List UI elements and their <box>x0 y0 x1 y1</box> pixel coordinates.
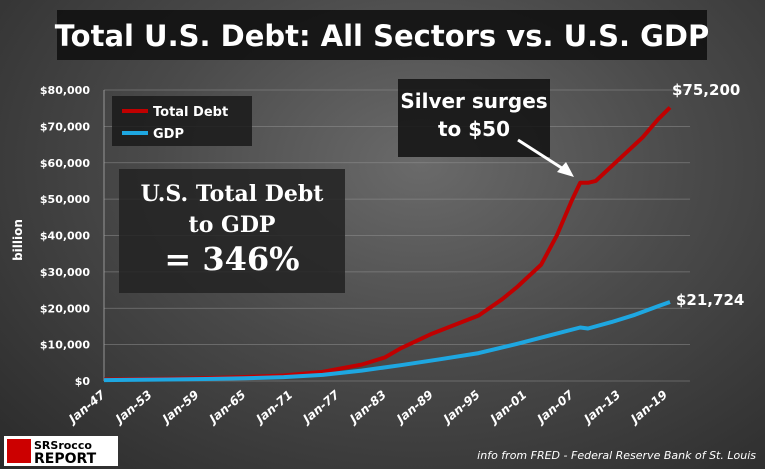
y-axis-label: billion <box>11 219 25 261</box>
x-tick-label: Jan-19 <box>627 388 670 428</box>
logo-text: REPORT <box>34 451 97 467</box>
legend-label: Total Debt <box>153 105 228 120</box>
silver-annotation: Silver surges <box>400 89 547 113</box>
arrow-shaft <box>517 138 569 174</box>
x-tick-label: Jan-95 <box>439 388 482 428</box>
y-tick-label: $30,000 <box>40 266 90 279</box>
x-tick-label: Jan-07 <box>533 387 577 427</box>
x-tick-label: Jan-65 <box>205 388 248 428</box>
ratio-text: = 346% <box>164 240 299 278</box>
x-tick-label: Jan-83 <box>346 388 389 428</box>
y-tick-label: $60,000 <box>40 157 90 170</box>
x-tick-label: Jan-53 <box>111 388 154 428</box>
source-note: info from FRED - Federal Reserve Bank of… <box>477 449 756 462</box>
series-line-gdp <box>103 300 671 383</box>
y-tick-label: $10,000 <box>40 339 90 352</box>
logo-mark <box>7 439 31 463</box>
x-tick-label: Jan-71 <box>252 388 295 428</box>
end-label-gdp: $21,724 <box>676 291 744 309</box>
x-tick-label: Jan-13 <box>580 388 623 428</box>
ratio-box <box>119 169 345 293</box>
silver-annotation: to $50 <box>438 117 510 141</box>
y-tick-label: $70,000 <box>40 120 90 133</box>
arrow-head <box>557 162 574 177</box>
y-tick-label: $40,000 <box>40 230 90 243</box>
end-label-debt: $75,200 <box>672 81 740 99</box>
x-tick-label: Jan-47 <box>65 387 109 427</box>
x-tick-label: Jan-77 <box>299 387 343 427</box>
legend-box <box>112 96 252 146</box>
y-tick-label: $0 <box>75 375 91 388</box>
y-tick-label: $20,000 <box>40 302 90 315</box>
y-tick-label: $50,000 <box>40 193 90 206</box>
x-tick-label: Jan-59 <box>158 388 201 428</box>
chart-title: Total U.S. Debt: All Sectors vs. U.S. GD… <box>55 19 710 53</box>
title-box <box>57 10 707 60</box>
x-tick-label: Jan-89 <box>393 388 436 428</box>
ratio-text: to GDP <box>189 212 276 238</box>
legend-label: GDP <box>153 127 184 142</box>
logo-text: SRSrocco <box>34 439 92 452</box>
ratio-text: U.S. Total Debt <box>141 181 325 207</box>
y-tick-label: $80,000 <box>40 84 90 97</box>
x-tick-label: Jan-01 <box>486 388 529 428</box>
